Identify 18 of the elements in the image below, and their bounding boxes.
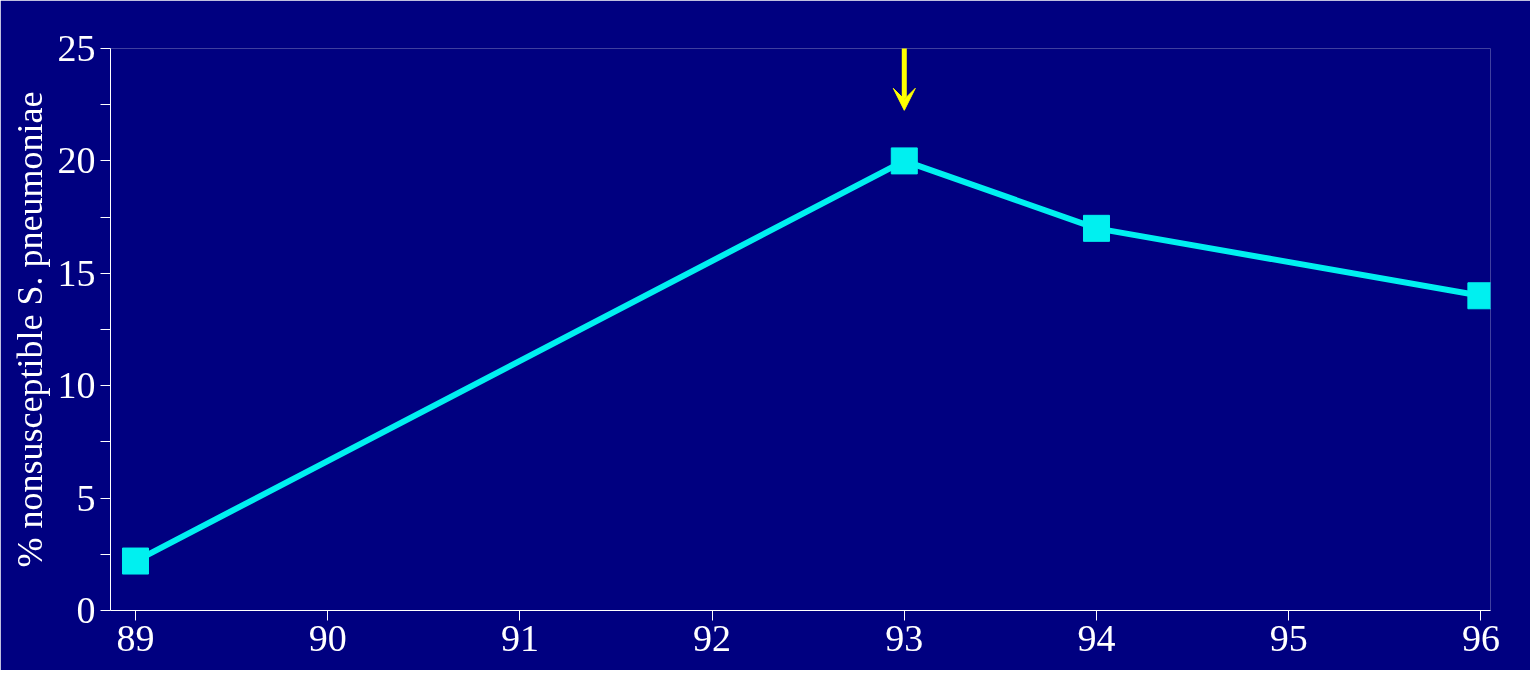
x-tick-label: 93 (885, 616, 924, 659)
x-tick-label: 89 (116, 616, 155, 659)
x-tick-label: 96 (1461, 616, 1500, 659)
y-tick-label: 20 (57, 139, 96, 182)
y-tick-label: 15 (57, 251, 96, 294)
y-tick-label: 10 (57, 364, 96, 407)
x-tick-label: 91 (500, 616, 539, 659)
x-tick-label: 95 (1269, 616, 1308, 659)
y-tick-label: 25 (57, 27, 96, 69)
point (121, 547, 149, 575)
x-tick-label: 90 (308, 616, 347, 659)
y-axis-title: % nonsusceptible S. pneumoniae (9, 91, 50, 568)
point (890, 147, 918, 175)
point (1082, 214, 1110, 242)
y-tick-label: 0 (76, 589, 96, 631)
x-tick-label: 94 (1077, 616, 1116, 659)
x-tick-label: 92 (693, 616, 732, 659)
y-tick-label: 5 (76, 476, 96, 519)
